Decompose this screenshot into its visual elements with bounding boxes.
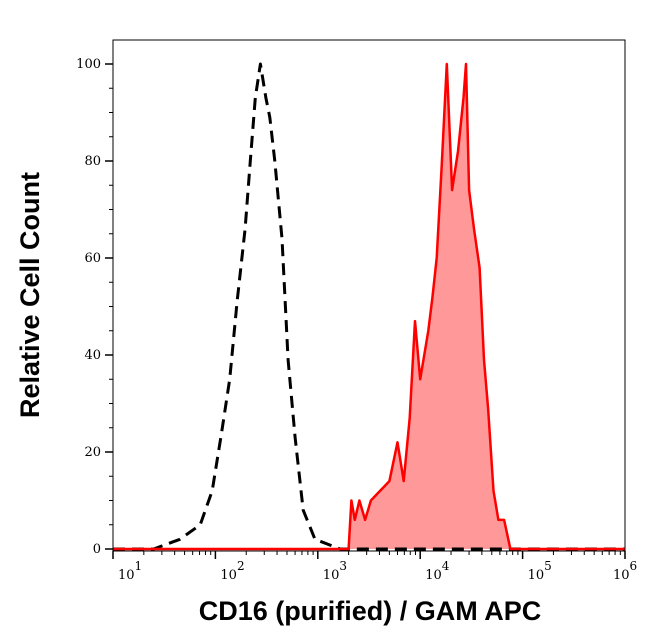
y-tick-label: 40 <box>84 348 101 363</box>
x-tick-label: 103 <box>323 559 347 583</box>
y-tick-label: 20 <box>84 445 101 460</box>
y-tick-label: 80 <box>84 154 101 169</box>
x-axis-title: CD16 (purified) / GAM APC <box>199 596 542 626</box>
series-0-line <box>113 62 625 551</box>
y-axis-title: Relative Cell Count <box>15 172 45 418</box>
x-tick-label: 102 <box>220 559 244 583</box>
x-tick-label: 101 <box>118 559 142 583</box>
series-1-fill <box>113 64 625 549</box>
y-tick-label: 0 <box>93 542 101 557</box>
series-1-line <box>113 62 625 551</box>
y-tick-label: 60 <box>84 251 101 266</box>
x-tick-label: 105 <box>528 559 552 583</box>
x-tick-label: 106 <box>613 559 637 583</box>
plot-frame <box>112 39 626 552</box>
y-tick-label: 100 <box>76 57 101 72</box>
x-tick-label: 104 <box>425 559 450 583</box>
